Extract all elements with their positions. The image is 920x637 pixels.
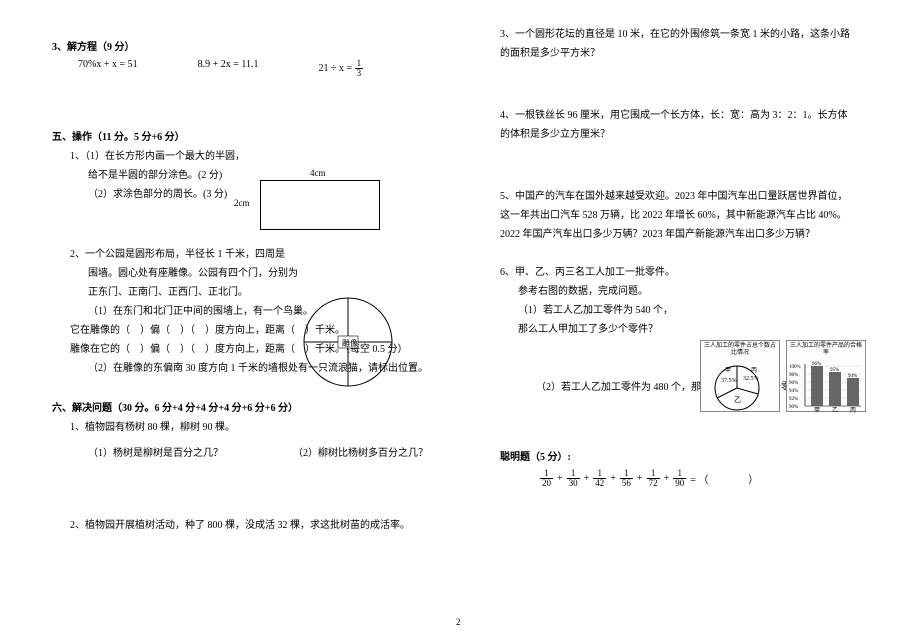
sec5-q2-line1: 2、一个公园是圆形布局，半径长 1 千米，四周是	[52, 247, 432, 263]
sec6-q1-sub2: （2）柳树比杨树多百分之几？	[293, 446, 428, 462]
rectangle-diagram: 4cm 2cm	[260, 180, 380, 238]
r-q4-l1: 4、一根铁丝长 96 厘米，用它围成一个长方体，长：宽：高为 3：2：1。长方体	[500, 108, 880, 124]
plus-sign: +	[664, 473, 670, 484]
plus-sign: +	[637, 473, 643, 484]
equation-3: 21 ÷ x = 1 3	[319, 59, 364, 78]
svg-text:90%: 90%	[789, 405, 798, 410]
charts-container: 三人加工的零件占总个数占比情况 37.5% 32.5% 乙 甲 丙 三人加工的零…	[700, 340, 866, 412]
svg-text:100%: 100%	[789, 365, 801, 370]
svg-text:96%: 96%	[812, 362, 821, 367]
section-5-title: 五、操作（11 分。5 分+6 分）	[52, 128, 432, 143]
rect-label-2cm: 2cm	[234, 198, 250, 208]
page-number: 2	[456, 617, 461, 627]
bar-chart: 三人加工的零件产品的合格率 100% 98% 96% 94% 92% 90% 96% 甲 95%…	[786, 340, 866, 412]
r-q3-l2: 的面积是多少平方米？	[500, 46, 880, 62]
svg-text:94%: 94%	[789, 389, 798, 394]
pie-chart: 三人加工的零件占总个数占比情况 37.5% 32.5% 乙 甲 丙	[700, 340, 780, 412]
bonus-frac: 156	[620, 469, 633, 488]
r-q5-l3: 2022 年国产汽车出口多少万辆？2023 年国产新能源汽车出口多少万辆？	[500, 227, 880, 243]
pie-chart-title: 三人加工的零件占总个数占比情况	[701, 341, 779, 358]
fraction-1-3: 1 3	[355, 59, 364, 78]
r-q6-l3: （1）若工人乙加工零件为 540 个，	[500, 303, 880, 319]
pie-chart-icon: 37.5% 32.5% 乙 甲 丙	[701, 358, 779, 414]
bonus-frac: 120	[540, 469, 553, 488]
q3-equation-title: 3、解方程（9 分）	[52, 38, 432, 53]
r-q5-l1: 5、中国产的汽车在国外越来越受欢迎。2023 年中国汽车出口量跃居世界首位，	[500, 189, 880, 205]
rectangle-shape	[260, 180, 380, 230]
bar-chart-icon: 100% 98% 96% 94% 92% 90% 96% 甲 95% 乙 94% 丙	[787, 358, 865, 414]
svg-text:乙: 乙	[832, 407, 838, 414]
equation-2: 8.9 + 2x = 11.1	[198, 59, 259, 78]
svg-text:37.5%: 37.5%	[721, 378, 737, 384]
svg-text:96%: 96%	[789, 381, 798, 386]
svg-text:32.5%: 32.5%	[743, 376, 759, 382]
sec6-q1-sub1: （1）杨树是柳树是百分之几？	[88, 446, 223, 462]
svg-text:丙: 丙	[850, 407, 856, 414]
section-6-title: 六、解决问题（30 分。6 分+4 分+4 分+4 分+6 分+6 分）	[52, 399, 432, 414]
sec6-q1-subrow: （1）杨树是柳树是百分之几？ （2）柳树比杨树多百分之几？	[52, 446, 432, 462]
equation-1: 70%x + x = 51	[78, 59, 138, 78]
circle-center-label: 雕像	[342, 338, 358, 349]
right-column: 3、一个圆形花坛的直径是 10 米，在它的外围修筑一条宽 1 米的小路，这条小路…	[460, 0, 920, 610]
svg-text:甲: 甲	[725, 367, 731, 374]
sec6-q1-line1: 1、植物园有杨树 80 棵，柳树 90 棵。	[52, 420, 432, 436]
r-q4-l2: 的体积是多少立方厘米？	[500, 127, 880, 143]
bar-chart-title: 三人加工的零件产品的合格率	[787, 341, 865, 358]
bonus-frac: 172	[647, 469, 660, 488]
plus-sign: +	[610, 473, 616, 484]
r-q6-l1: 6、甲、乙、丙三名工人加工一批零件。	[500, 265, 880, 281]
svg-text:乙: 乙	[734, 396, 741, 404]
bonus-frac: 130	[567, 469, 580, 488]
bonus-frac: 142	[593, 469, 606, 488]
circle-diagram: 雕像	[300, 294, 396, 393]
r-q5-l2: 这一年共出口汽车 528 万辆，比 2022 年增长 60%，其中新能源汽车占比…	[500, 208, 880, 224]
plus-sign: +	[557, 473, 563, 484]
r-q3-l1: 3、一个圆形花坛的直径是 10 米，在它的外围修筑一条宽 1 米的小路，这条小路	[500, 27, 880, 43]
svg-text:甲: 甲	[814, 407, 820, 414]
left-column: 3、解方程（9 分） 70%x + x = 51 8.9 + 2x = 11.1…	[0, 0, 460, 610]
bonus-frac: 190	[673, 469, 686, 488]
plus-sign: +	[584, 473, 590, 484]
bonus-tail: = （ ）	[690, 471, 758, 486]
rect-label-4cm: 4cm	[310, 168, 326, 178]
sec5-q2-line2: 围墙。圆心处有座雕像。公园有四个门，分别为	[52, 266, 432, 282]
bonus-title: 聪明题（5 分）:	[500, 448, 880, 463]
svg-text:丙: 丙	[751, 367, 757, 374]
bonus-fraction-sum: 120 + 130 + 142 + 156 + 172 + 190 = （ ）	[500, 469, 880, 488]
r-q6-l2: 参考右图的数据，完成问题。	[500, 284, 880, 300]
equation-row: 70%x + x = 51 8.9 + 2x = 11.1 21 ÷ x = 1…	[52, 59, 432, 78]
sec6-q2: 2、植物园开展植树活动，种了 800 棵，没成活 32 棵，求这批树苗的成活率。	[52, 518, 432, 534]
svg-text:94%: 94%	[848, 374, 857, 379]
svg-text:95%: 95%	[830, 368, 839, 373]
sec5-q1-line1: 1、（1）在长方形内画一个最大的半圆，	[52, 149, 432, 165]
svg-text:98%: 98%	[789, 373, 798, 378]
r-q6-l4: 那么工人甲加工了多少个零件？	[500, 322, 880, 338]
svg-text:92%: 92%	[789, 397, 798, 402]
